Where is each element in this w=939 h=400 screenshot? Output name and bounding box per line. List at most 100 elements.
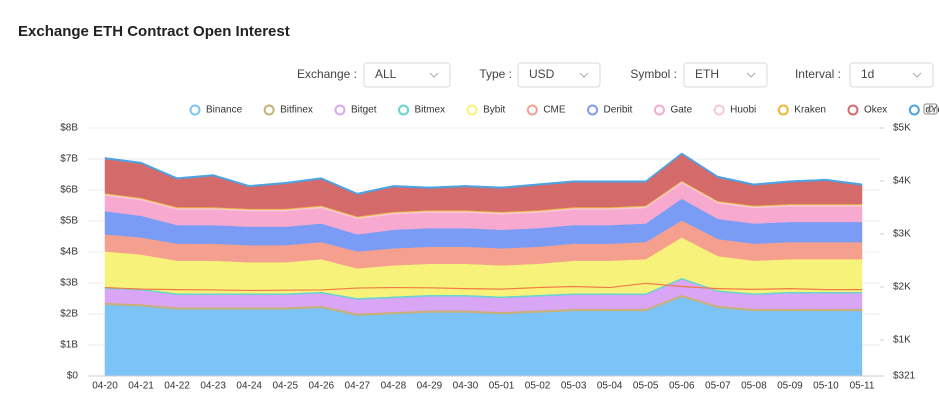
y2-tick-label: $321: [893, 371, 916, 382]
legend-label: Bitget: [351, 105, 377, 116]
y2-tick-label: $2K: [893, 282, 911, 293]
y2-tick-label: $5K: [893, 123, 911, 134]
x-tick-label: 05-04: [597, 381, 623, 392]
x-tick-label: 04-25: [272, 381, 298, 392]
control-value: USD: [529, 67, 555, 81]
x-tick-label: 05-02: [525, 381, 551, 392]
control-box[interactable]: [849, 62, 934, 88]
x-tick-label: 04-27: [345, 381, 371, 392]
x-tick-label: 05-10: [813, 381, 839, 392]
legend-label: Bitmex: [415, 105, 446, 116]
control-label: Symbol :: [630, 67, 677, 81]
x-tick-label: 04-21: [128, 381, 154, 392]
chevron: [746, 72, 756, 78]
legend-swatch: [653, 104, 665, 116]
areas: [104, 152, 863, 377]
camera-icon[interactable]: [923, 103, 938, 115]
x-tick-label: 05-09: [777, 381, 803, 392]
x-tick-label: 05-08: [741, 381, 767, 392]
y-tick-label: $3B: [60, 278, 78, 289]
legend-item[interactable]: Bitfinex: [263, 104, 313, 116]
legend-label: Binance: [206, 105, 243, 116]
y-tick-label: $8B: [60, 123, 78, 134]
legend-label: CME: [543, 105, 566, 116]
x-tick-label: 05-03: [561, 381, 587, 392]
y-tick-label: $1B: [60, 340, 78, 351]
x-tick-label: 04-22: [164, 381, 190, 392]
camera-body: [923, 103, 938, 115]
x-tick-label: 05-06: [669, 381, 695, 392]
control-box[interactable]: [363, 62, 451, 88]
control-box[interactable]: [683, 62, 768, 88]
axes: $0 $1B $2B $3B $4B $5B $6B $7B $8B $321 $1K $2K $3K $…: [60, 123, 915, 392]
y2-tick-label: $3K: [893, 229, 911, 240]
x-tick-label: 05-07: [705, 381, 731, 392]
control-value: 1d: [861, 67, 874, 81]
legend-swatch: [263, 104, 275, 116]
control-label: Exchange :: [297, 67, 357, 81]
x-tick-label: 05-05: [633, 381, 659, 392]
legend-label: Huobi: [730, 105, 756, 116]
legend-swatch: [587, 104, 599, 116]
legend-item[interactable]: Bybit: [466, 104, 506, 116]
legend-label: dYdX: [925, 105, 939, 116]
chart-title: Exchange ETH Contract Open Interest: [18, 23, 290, 40]
controls: Exchange : ALL Type : USD Symbol : ETH Interva…: [297, 62, 934, 88]
legend-item[interactable]: Deribit: [587, 104, 633, 116]
legend-swatch: [466, 104, 478, 116]
control-value: ALL: [375, 67, 397, 81]
y-tick-label: $6B: [60, 185, 78, 196]
x-tick-label: 04-29: [417, 381, 443, 392]
legend-swatch: [398, 104, 410, 116]
legend-label: Okex: [864, 105, 887, 116]
legend-swatch: [526, 104, 538, 116]
y2-tick-label: $4K: [893, 176, 911, 187]
legend-swatch: [189, 104, 201, 116]
legend-swatch: [908, 104, 920, 116]
legend-swatch: [777, 104, 789, 116]
legend: Binance Bitfinex Bitget Bitmex Bybit CME Derib…: [189, 104, 939, 116]
y-tick-label: $7B: [60, 154, 78, 165]
chevron: [579, 72, 589, 78]
legend-swatch: [713, 104, 725, 116]
area: [104, 152, 863, 195]
legend-label: Bybit: [483, 105, 505, 116]
legend-item[interactable]: dYdX: [908, 104, 939, 116]
legend-item[interactable]: Kraken: [777, 104, 826, 116]
y-tick-label: $5B: [60, 216, 78, 227]
y-tick-label: $4B: [60, 247, 78, 258]
legend-label: Deribit: [604, 105, 633, 116]
legend-item[interactable]: Huobi: [713, 104, 757, 116]
control-label: Interval :: [795, 67, 841, 81]
legend-label: Gate: [670, 105, 692, 116]
control-value: ETH: [695, 67, 719, 81]
x-tick-label: 04-23: [200, 381, 226, 392]
legend-item[interactable]: Bitget: [334, 104, 377, 116]
price-line: [104, 282, 862, 292]
x-tick-label: 04-24: [236, 381, 262, 392]
y-tick-label: $0: [67, 371, 79, 382]
legend-item[interactable]: Bitmex: [398, 104, 446, 116]
legend-label: Kraken: [794, 105, 826, 116]
legend-swatch: [334, 104, 346, 116]
x-tick-label: 05-01: [489, 381, 515, 392]
legend-item[interactable]: CME: [526, 104, 566, 116]
y-tick-label: $2B: [60, 309, 78, 320]
x-tick-label: 04-30: [453, 381, 479, 392]
chevron: [429, 72, 439, 78]
y2-tick-label: $1K: [893, 335, 911, 346]
x-tick-label: 04-28: [381, 381, 407, 392]
legend-swatch: [847, 104, 859, 116]
chevron: [912, 72, 922, 78]
x-tick-label: 04-20: [92, 381, 118, 392]
legend-item[interactable]: Okex: [847, 104, 887, 116]
control-box[interactable]: [517, 62, 601, 88]
legend-label: Bitfinex: [280, 105, 313, 116]
x-tick-label: 04-26: [308, 381, 334, 392]
camera-lens: [927, 106, 934, 112]
legend-item[interactable]: Binance: [189, 104, 243, 116]
control-label: Type :: [479, 67, 512, 81]
x-tick-label: 05-11: [850, 381, 875, 392]
legend-item[interactable]: Gate: [653, 104, 693, 116]
